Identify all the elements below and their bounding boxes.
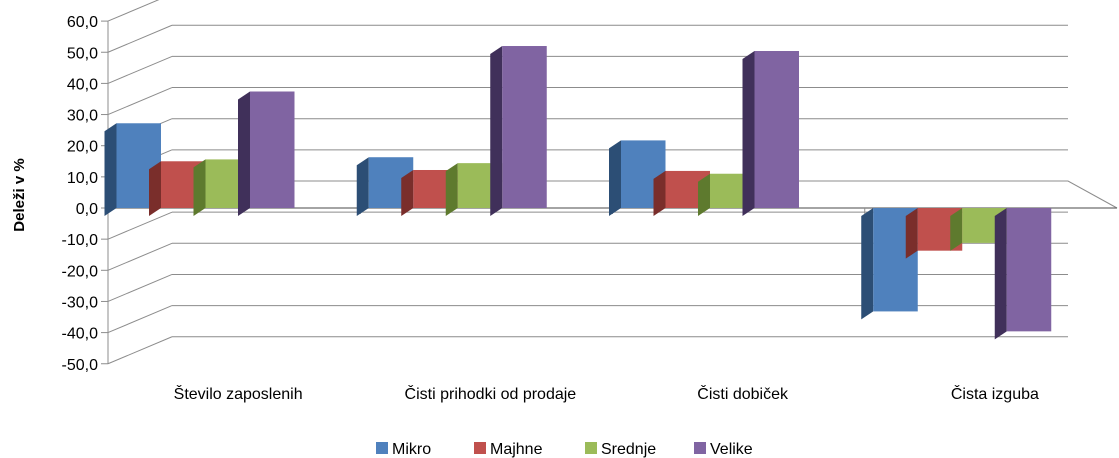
category-labels: Število zaposlenih Čisti prihodki od prod… <box>174 384 1039 403</box>
gridline-side <box>107 273 173 302</box>
y-tick-label: -50,0 <box>62 357 99 374</box>
gridline-side <box>107 211 173 240</box>
y-tick-label: 40,0 <box>67 76 98 93</box>
y-tick-label: 60,0 <box>67 14 98 31</box>
bar-side <box>861 208 874 320</box>
bars <box>104 46 1052 340</box>
legend-swatch <box>694 442 706 454</box>
category-label: Čista izguba <box>951 384 1039 403</box>
legend-swatch <box>474 442 486 454</box>
category-label: Čisti dobiček <box>697 384 789 403</box>
gridline-side <box>107 336 173 365</box>
back-gridlines <box>101 0 1068 365</box>
legend-item-mikro: Mikro <box>376 441 431 458</box>
legend-label: Srednje <box>601 441 656 458</box>
y-tick-label: 0,0 <box>76 201 98 218</box>
gridline-side <box>107 242 173 271</box>
bar-side <box>994 208 1007 340</box>
bar-face <box>502 46 547 208</box>
legend: Mikro Majhne Srednje Velike <box>376 441 753 458</box>
legend-item-velike: Velike <box>694 441 753 458</box>
legend-swatch <box>585 442 597 454</box>
category-label: Čisti prihodki od prodaje <box>405 384 577 403</box>
bar-side <box>905 208 918 259</box>
bar-velike-2 <box>490 46 547 216</box>
bar-side <box>490 46 503 216</box>
bar-side <box>742 51 755 217</box>
bar-side <box>193 159 206 216</box>
gridline-side <box>107 0 160 22</box>
bar-side <box>104 123 117 216</box>
bar-side <box>698 173 710 216</box>
bar-side <box>149 161 161 216</box>
y-tick-label: -40,0 <box>62 326 99 343</box>
bar-side <box>950 208 963 251</box>
bar-side <box>401 169 414 216</box>
legend-label: Mikro <box>392 441 431 458</box>
legend-label: Velike <box>710 441 753 458</box>
bar-velike-1 <box>238 91 295 216</box>
y-tick-label: -30,0 <box>62 294 99 311</box>
gridline-side <box>107 305 173 334</box>
y-tick-label: 10,0 <box>67 170 98 187</box>
gridline-side <box>107 87 173 116</box>
gridline-side <box>107 24 173 53</box>
y-tick-label: 50,0 <box>67 45 98 62</box>
bar-face <box>754 51 799 209</box>
category-label: Število zaposlenih <box>174 384 303 403</box>
y-tick-label: -10,0 <box>62 232 99 249</box>
bar-face <box>1006 208 1052 332</box>
y-tick-labels: 60,0 50,0 40,0 30,0 20,0 10,0 0,0 -10,0 -20,0 -30… <box>62 14 99 374</box>
gridline-side <box>107 55 173 84</box>
bar-face <box>250 91 295 208</box>
legend-item-srednje: Srednje <box>585 441 656 458</box>
bar-side <box>238 91 250 216</box>
legend-label: Majhne <box>490 441 543 458</box>
legend-swatch <box>376 442 388 454</box>
bar-velike-4 <box>994 208 1052 340</box>
bar-side <box>445 163 458 216</box>
y-axis-label: Deleži v % <box>11 158 28 231</box>
bar-side <box>653 170 666 216</box>
legend-item-majhne: Majhne <box>474 441 543 458</box>
y-tick-label: 30,0 <box>67 108 98 125</box>
y-tick-label: 20,0 <box>67 139 98 156</box>
bar-velike-3 <box>742 51 799 217</box>
bar-side <box>609 140 621 216</box>
y-tick-label: -20,0 <box>62 263 99 280</box>
bar-side <box>356 157 369 216</box>
